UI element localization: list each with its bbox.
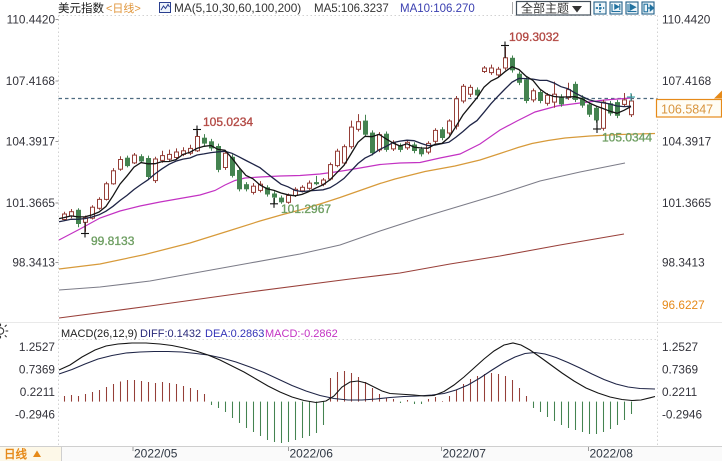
svg-text:110.4420: 110.4420 bbox=[7, 13, 56, 27]
svg-text:1.2527: 1.2527 bbox=[19, 340, 55, 354]
svg-text:110.4420: 110.4420 bbox=[662, 13, 711, 27]
svg-text:-0.2946: -0.2946 bbox=[15, 408, 55, 422]
svg-text:2022/05: 2022/05 bbox=[134, 447, 178, 461]
svg-text:107.4168: 107.4168 bbox=[662, 74, 712, 88]
svg-text:2022/06: 2022/06 bbox=[290, 447, 334, 461]
svg-text:0.7369: 0.7369 bbox=[662, 363, 698, 377]
svg-text:98.3413: 98.3413 bbox=[12, 256, 55, 270]
svg-text:MA10:106.270: MA10:106.270 bbox=[400, 3, 475, 15]
svg-text:DIFF:0.1432: DIFF:0.1432 bbox=[140, 328, 201, 340]
svg-text:MA5:106.3237: MA5:106.3237 bbox=[314, 3, 389, 15]
svg-text:0.7369: 0.7369 bbox=[19, 363, 55, 377]
svg-text:96.6227: 96.6227 bbox=[662, 298, 705, 312]
svg-text:101.3665: 101.3665 bbox=[6, 196, 56, 210]
svg-text:MACD(26,12,9): MACD(26,12,9) bbox=[61, 328, 137, 340]
svg-text:109.3032: 109.3032 bbox=[509, 30, 559, 44]
svg-text:101.3665: 101.3665 bbox=[662, 196, 712, 210]
svg-text:104.3917: 104.3917 bbox=[6, 135, 55, 149]
svg-text:105.0344: 105.0344 bbox=[602, 131, 652, 145]
svg-text:2022/07: 2022/07 bbox=[443, 447, 487, 461]
svg-text:0.2211: 0.2211 bbox=[20, 385, 55, 399]
svg-text:98.3413: 98.3413 bbox=[662, 256, 705, 270]
svg-text:DEA:0.2863: DEA:0.2863 bbox=[205, 328, 264, 340]
svg-text:MA(5,10,30,60,100,200): MA(5,10,30,60,100,200) bbox=[174, 1, 301, 15]
svg-text:106.5847: 106.5847 bbox=[661, 103, 713, 117]
svg-text:美元指数: 美元指数 bbox=[58, 1, 104, 15]
svg-text:<日线>: <日线> bbox=[106, 1, 141, 15]
svg-text:105.0234: 105.0234 bbox=[203, 115, 253, 129]
svg-text:99.8133: 99.8133 bbox=[91, 234, 135, 248]
svg-text:107.4168: 107.4168 bbox=[6, 74, 56, 88]
svg-text:2022/08: 2022/08 bbox=[590, 447, 634, 461]
svg-text:104.3917: 104.3917 bbox=[662, 135, 711, 149]
svg-text:日线: 日线 bbox=[4, 447, 27, 461]
svg-text:1.2527: 1.2527 bbox=[662, 340, 698, 354]
svg-text:0.2211: 0.2211 bbox=[662, 385, 697, 399]
svg-text:MACD:-0.2862: MACD:-0.2862 bbox=[265, 328, 338, 340]
svg-text:全部主题: 全部主题 bbox=[521, 1, 569, 16]
svg-text:-0.2946: -0.2946 bbox=[662, 408, 702, 422]
svg-text:101.2967: 101.2967 bbox=[281, 202, 331, 216]
